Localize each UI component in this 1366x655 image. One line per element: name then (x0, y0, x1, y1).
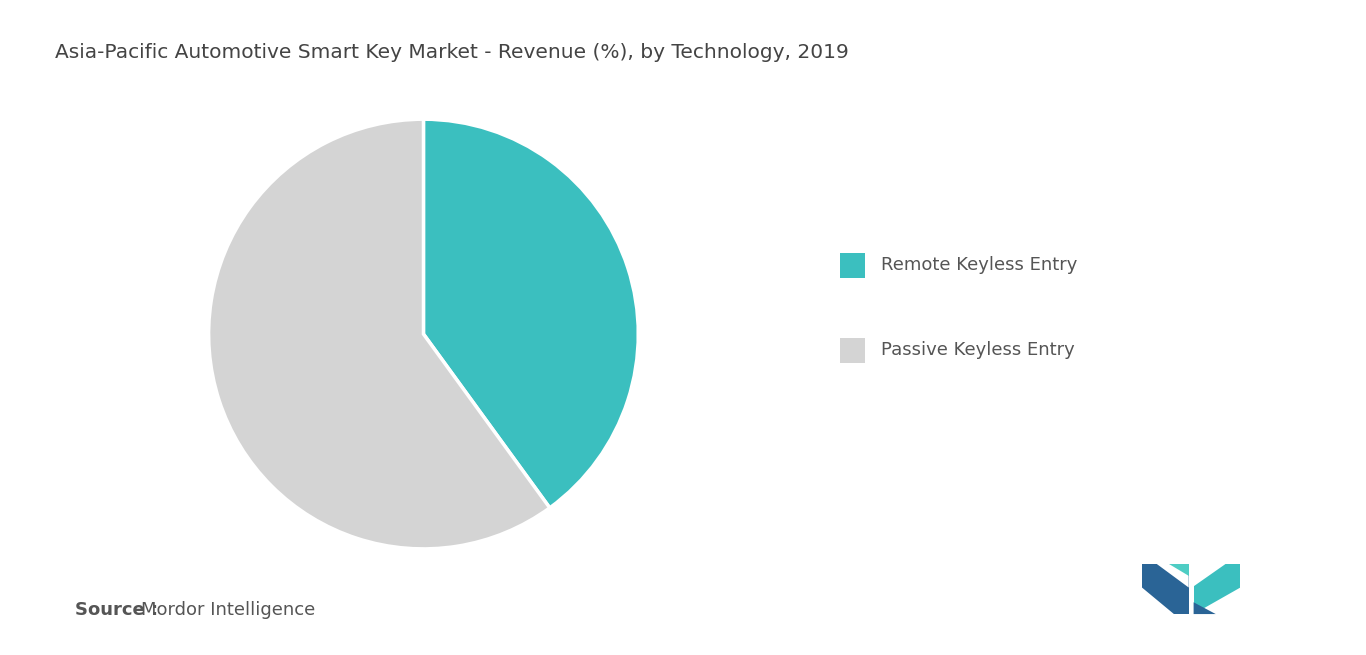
Polygon shape (1142, 588, 1173, 614)
Polygon shape (1169, 564, 1188, 576)
Polygon shape (1194, 588, 1240, 614)
Text: Asia-Pacific Automotive Smart Key Market - Revenue (%), by Technology, 2019: Asia-Pacific Automotive Smart Key Market… (55, 43, 848, 62)
Polygon shape (1194, 564, 1240, 614)
Text: Passive Keyless Entry: Passive Keyless Entry (881, 341, 1075, 360)
Wedge shape (423, 119, 638, 508)
Text: Mordor Intelligence: Mordor Intelligence (141, 601, 316, 619)
Polygon shape (1194, 564, 1225, 586)
Polygon shape (1142, 564, 1188, 614)
Polygon shape (1194, 603, 1216, 614)
Polygon shape (1157, 564, 1188, 588)
Wedge shape (209, 119, 549, 549)
Text: Source :: Source : (75, 601, 158, 619)
Text: Remote Keyless Entry: Remote Keyless Entry (881, 256, 1078, 274)
